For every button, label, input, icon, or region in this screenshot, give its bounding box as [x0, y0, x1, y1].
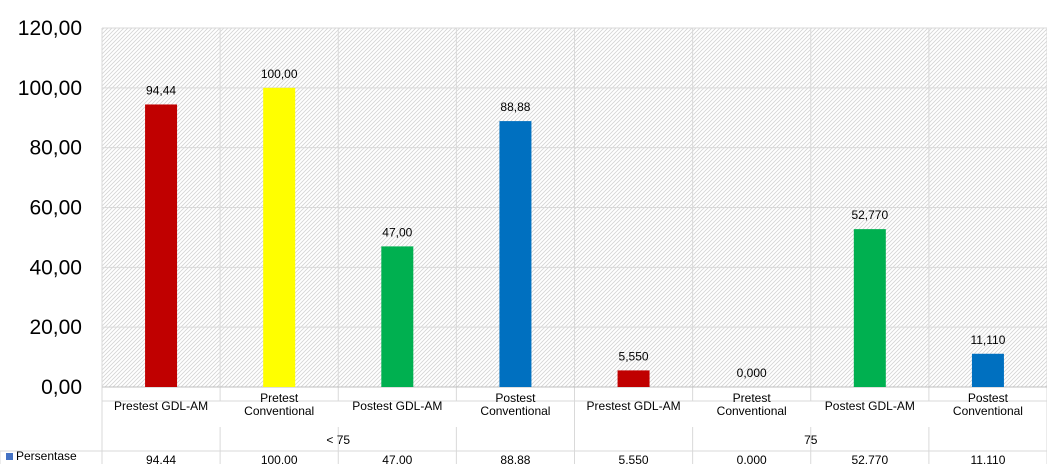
category-label: Conventional: [717, 404, 787, 418]
bar: [145, 104, 178, 387]
data-labels: 94,44 100,00 47,00 88,88 5,550 0,000 52,770 11,…: [146, 67, 1006, 380]
table-value: 100,00: [261, 453, 298, 464]
data-label: 94,44: [146, 83, 176, 97]
bar: [617, 370, 650, 387]
group-label: 75: [804, 433, 818, 447]
y-axis: 0,00 20,00 40,00 60,00 80,00 100,00 120,00: [18, 17, 82, 399]
category-label: Postest GDL-AM: [352, 399, 442, 413]
bar: [853, 229, 886, 387]
data-table: Persentase 94,44 100,00 47,00 88,88 5,550 0,0…: [6, 449, 1006, 464]
table-value: 94,44: [146, 453, 176, 464]
category-label: Postest: [495, 391, 536, 405]
bar: [499, 121, 532, 387]
data-label: 47,00: [382, 225, 412, 239]
legend-entry-persentase: Persentase: [16, 449, 77, 463]
table-value: 5,550: [619, 453, 649, 464]
category-label: Pretest: [260, 391, 299, 405]
category-label: Prestest GDL-AM: [114, 399, 208, 413]
y-tick-label: 120,00: [18, 17, 82, 40]
data-label: 88,88: [500, 100, 530, 114]
group-labels: < 75 75: [326, 433, 817, 447]
category-label: Prestest GDL-AM: [587, 399, 681, 413]
table-value: 0,000: [737, 453, 767, 464]
bars: [145, 87, 1004, 387]
table-value: 11,110: [970, 453, 1005, 464]
y-tick-label: 100,00: [18, 77, 82, 100]
data-label: 52,770: [851, 208, 888, 222]
y-tick-label: 0,00: [41, 376, 82, 399]
category-label: Conventional: [244, 404, 314, 418]
group-label: < 75: [326, 433, 350, 447]
data-label: 5,550: [619, 349, 649, 363]
category-label: Conventional: [480, 404, 550, 418]
y-tick-label: 60,00: [29, 197, 82, 220]
legend-key: [6, 453, 13, 460]
table-value: 88,88: [500, 453, 530, 464]
bar: [971, 353, 1004, 387]
category-label: Postest GDL-AM: [825, 399, 915, 413]
bar: [263, 87, 296, 387]
data-label: 11,110: [970, 333, 1005, 347]
y-tick-label: 80,00: [29, 137, 82, 160]
data-label: 0,000: [737, 366, 767, 380]
gridlines: [0, 27, 1047, 464]
data-label: 100,00: [261, 67, 298, 81]
category-label: Postest: [968, 391, 1009, 405]
table-value: 47,00: [382, 453, 412, 464]
category-label: Conventional: [953, 404, 1023, 418]
y-tick-label: 40,00: [29, 256, 82, 279]
bar: [381, 246, 414, 387]
table-value: 52,770: [851, 453, 888, 464]
category-label: Pretest: [733, 391, 772, 405]
y-tick-label: 20,00: [29, 316, 82, 339]
